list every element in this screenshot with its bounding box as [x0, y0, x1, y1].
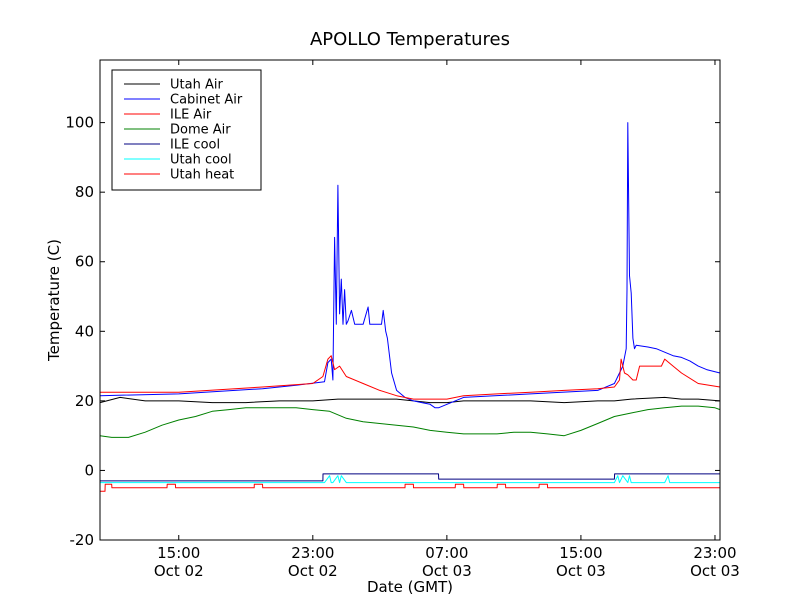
x-tick-label-time: 15:00: [559, 544, 602, 562]
legend-label: Dome Air: [170, 123, 231, 138]
series-line-utah-cool: [100, 475, 720, 484]
x-tick-label-time: 23:00: [291, 544, 334, 562]
plot-frame: [99, 59, 721, 541]
x-tick-label-time: 23:00: [693, 544, 736, 562]
legend-label: ILE cool: [170, 138, 220, 153]
x-tick-label-date: Oct 03: [556, 562, 606, 580]
legend-label: ILE Air: [170, 108, 212, 123]
x-tick-label-time: 07:00: [425, 544, 468, 562]
y-tick-label: 60: [75, 253, 94, 271]
y-tick-labels: -20 0 20 40 60 80 100: [65, 114, 94, 549]
x-tick-label-date: Oct 02: [154, 562, 204, 580]
y-tick-label: 0: [84, 461, 94, 479]
legend-label: Utah cool: [170, 153, 232, 168]
x-tick-label-time: 15:00: [157, 544, 200, 562]
y-tick-label: 100: [65, 114, 94, 132]
chart-title: APOLLO Temperatures: [310, 29, 510, 50]
series-lines: [99, 122, 721, 492]
y-tick-label: -20: [70, 531, 95, 549]
legend-frame: [111, 69, 262, 191]
series-line-utah-air: [99, 396, 721, 404]
legend-label: Utah Air: [170, 78, 223, 93]
y-tick-label: 40: [75, 322, 94, 340]
series-line-ile-cool: [100, 473, 720, 482]
series-line-ile-air: [100, 355, 721, 400]
x-tick-label-date: Oct 03: [690, 562, 740, 580]
legend-label: Utah heat: [170, 168, 234, 183]
x-tick-label-date: Oct 02: [288, 562, 338, 580]
series-line-cabinet-air: [99, 122, 721, 409]
y-axis-title: Temperature (C): [45, 239, 63, 362]
y-tick-label: 20: [75, 392, 94, 410]
series-line-utah-heat: [100, 483, 720, 492]
y-tick-label: 80: [75, 183, 94, 201]
x-axis-title: Date (GMT): [367, 578, 453, 596]
x-tick-label-date: Oct 03: [422, 562, 472, 580]
series-line-dome-air: [99, 405, 721, 438]
legend-label: Cabinet Air: [170, 93, 243, 108]
